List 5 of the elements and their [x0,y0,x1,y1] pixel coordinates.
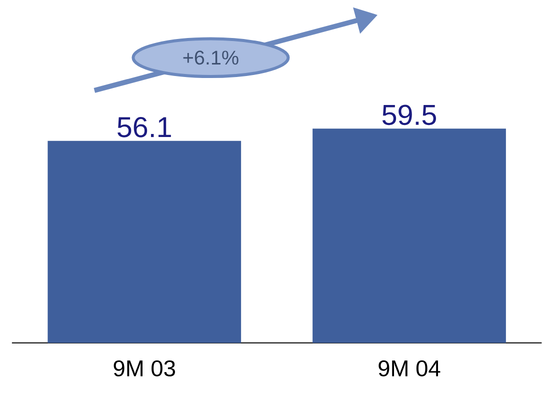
data-label: 59.5 [382,104,436,126]
text: +6.1% [183,50,238,65]
x-tick-label: 9M 04 [378,360,440,377]
x-tick-label: 9M 03 [114,360,175,377]
data-label: 56.1 [118,117,171,138]
